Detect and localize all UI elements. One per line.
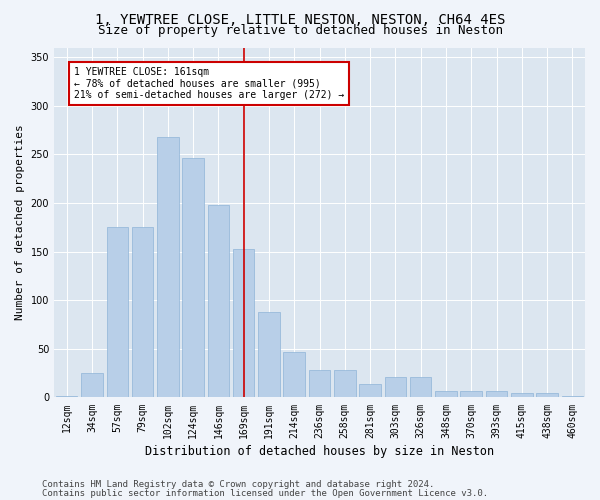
Bar xyxy=(56,396,77,398)
Bar xyxy=(385,377,406,398)
Bar xyxy=(435,390,457,398)
Bar xyxy=(233,248,254,398)
Bar xyxy=(182,158,204,398)
Bar xyxy=(486,390,507,398)
Text: Size of property relative to detached houses in Neston: Size of property relative to detached ho… xyxy=(97,24,503,37)
Bar xyxy=(511,392,533,398)
Bar xyxy=(359,384,381,398)
Bar xyxy=(208,205,229,398)
X-axis label: Distribution of detached houses by size in Neston: Distribution of detached houses by size … xyxy=(145,444,494,458)
Bar xyxy=(157,137,179,398)
Bar xyxy=(536,392,558,398)
Bar xyxy=(107,228,128,398)
Bar xyxy=(410,377,431,398)
Bar xyxy=(258,312,280,398)
Bar xyxy=(283,352,305,398)
Bar xyxy=(460,390,482,398)
Bar xyxy=(81,373,103,398)
Text: Contains public sector information licensed under the Open Government Licence v3: Contains public sector information licen… xyxy=(42,489,488,498)
Bar xyxy=(562,396,583,398)
Bar xyxy=(309,370,330,398)
Bar xyxy=(334,370,356,398)
Text: 1, YEWTREE CLOSE, LITTLE NESTON, NESTON, CH64 4ES: 1, YEWTREE CLOSE, LITTLE NESTON, NESTON,… xyxy=(95,12,505,26)
Y-axis label: Number of detached properties: Number of detached properties xyxy=(15,124,25,320)
Text: 1 YEWTREE CLOSE: 161sqm
← 78% of detached houses are smaller (995)
21% of semi-d: 1 YEWTREE CLOSE: 161sqm ← 78% of detache… xyxy=(74,67,344,100)
Bar xyxy=(132,228,153,398)
Text: Contains HM Land Registry data © Crown copyright and database right 2024.: Contains HM Land Registry data © Crown c… xyxy=(42,480,434,489)
